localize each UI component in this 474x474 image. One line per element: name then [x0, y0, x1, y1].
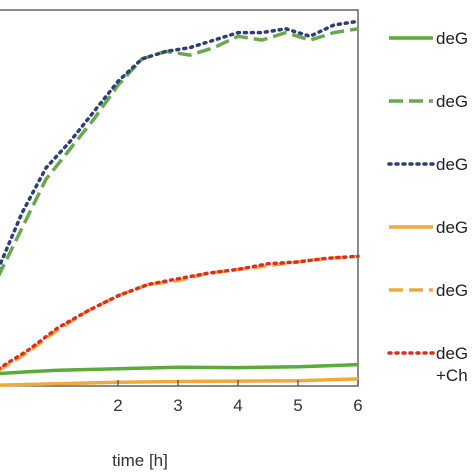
- series-line-5: [0, 254, 359, 372]
- series-line-3: [0, 19, 360, 270]
- series-line-2: [0, 27, 359, 277]
- legend-label-6-line2: +Ch: [436, 366, 468, 385]
- x-axis-title: time [h]: [112, 451, 168, 470]
- x-tick-label: 2: [113, 396, 122, 415]
- series-layer: [0, 19, 360, 387]
- legend-label-4: deG: [436, 218, 468, 237]
- plot-frame: [0, 9, 359, 387]
- x-tick-label: 4: [233, 396, 242, 415]
- legend-label-5: deG: [436, 281, 468, 300]
- legend-label-1: deG: [436, 29, 468, 48]
- series-line-1: [0, 362, 359, 376]
- x-axis: 2 3 4 5 6: [113, 380, 363, 415]
- x-tick-label: 3: [173, 396, 182, 415]
- series-line-6: [0, 254, 360, 370]
- legend-label-3: deG: [436, 155, 468, 174]
- legend-label-6: deG: [436, 344, 468, 363]
- x-tick-label: 5: [293, 396, 302, 415]
- x-tick-label: 6: [353, 396, 362, 415]
- series-line-4: [0, 377, 359, 387]
- legend: deG deG deG deG deG deG +Ch: [387, 29, 468, 385]
- legend-label-2: deG: [436, 92, 468, 111]
